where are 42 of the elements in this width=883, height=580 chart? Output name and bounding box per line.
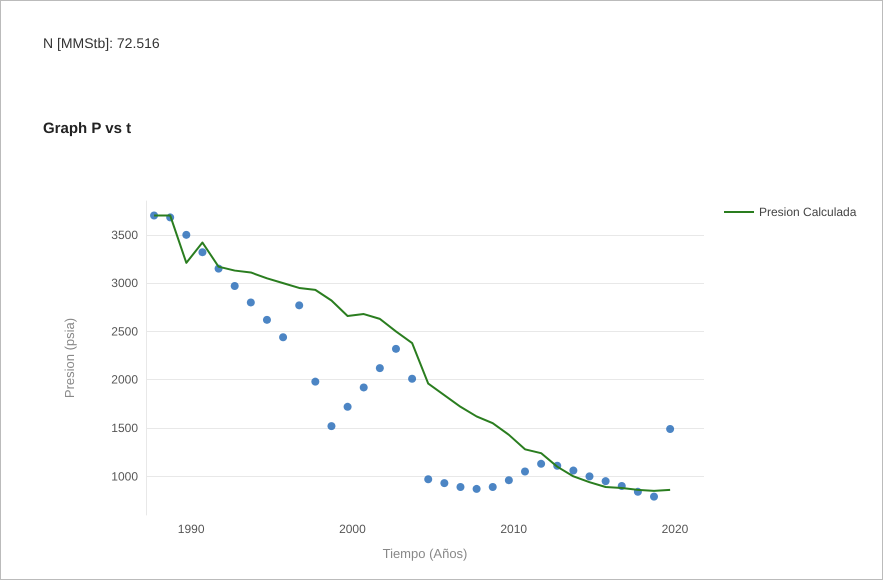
point <box>520 468 529 476</box>
x-tick-label: 2010 <box>500 522 528 536</box>
point <box>262 316 271 324</box>
y-tick-label: 1500 <box>111 421 138 436</box>
point <box>408 374 416 383</box>
point <box>488 482 497 491</box>
point <box>569 466 578 475</box>
y-axis-title: Presion (psia) <box>62 318 77 398</box>
point <box>472 484 481 493</box>
chart-title: Graph P vs t <box>43 120 132 137</box>
y-tick-label: 1000 <box>111 469 138 484</box>
y-tick-label: 2500 <box>111 324 138 338</box>
point <box>279 333 288 342</box>
x-tick-label: 2000 <box>339 522 366 536</box>
point <box>666 425 674 434</box>
text: N [MMStb]: 72.516 <box>43 35 160 51</box>
point <box>456 482 464 491</box>
point <box>376 364 384 372</box>
point <box>392 344 400 353</box>
point <box>440 479 448 488</box>
y-tick-label: 3000 <box>111 276 138 290</box>
x-tick-label: 1990 <box>178 522 205 536</box>
point <box>586 472 594 480</box>
point <box>311 378 320 386</box>
point <box>230 282 239 290</box>
point <box>344 402 352 411</box>
point <box>198 248 206 256</box>
point <box>650 492 658 501</box>
legend-label: Presion Calculada <box>759 205 857 219</box>
point <box>504 476 513 484</box>
point <box>295 301 304 310</box>
point <box>537 460 546 468</box>
point <box>360 383 368 392</box>
point <box>424 475 432 484</box>
point <box>246 298 255 306</box>
point <box>182 230 190 239</box>
y-tick-label: 2000 <box>111 372 138 387</box>
point <box>602 477 610 486</box>
x-axis-title: Tiempo (Años) <box>382 546 468 561</box>
point <box>327 422 336 430</box>
y-tick-label: 3500 <box>111 228 138 242</box>
x-tick-label: 2020 <box>662 522 689 536</box>
